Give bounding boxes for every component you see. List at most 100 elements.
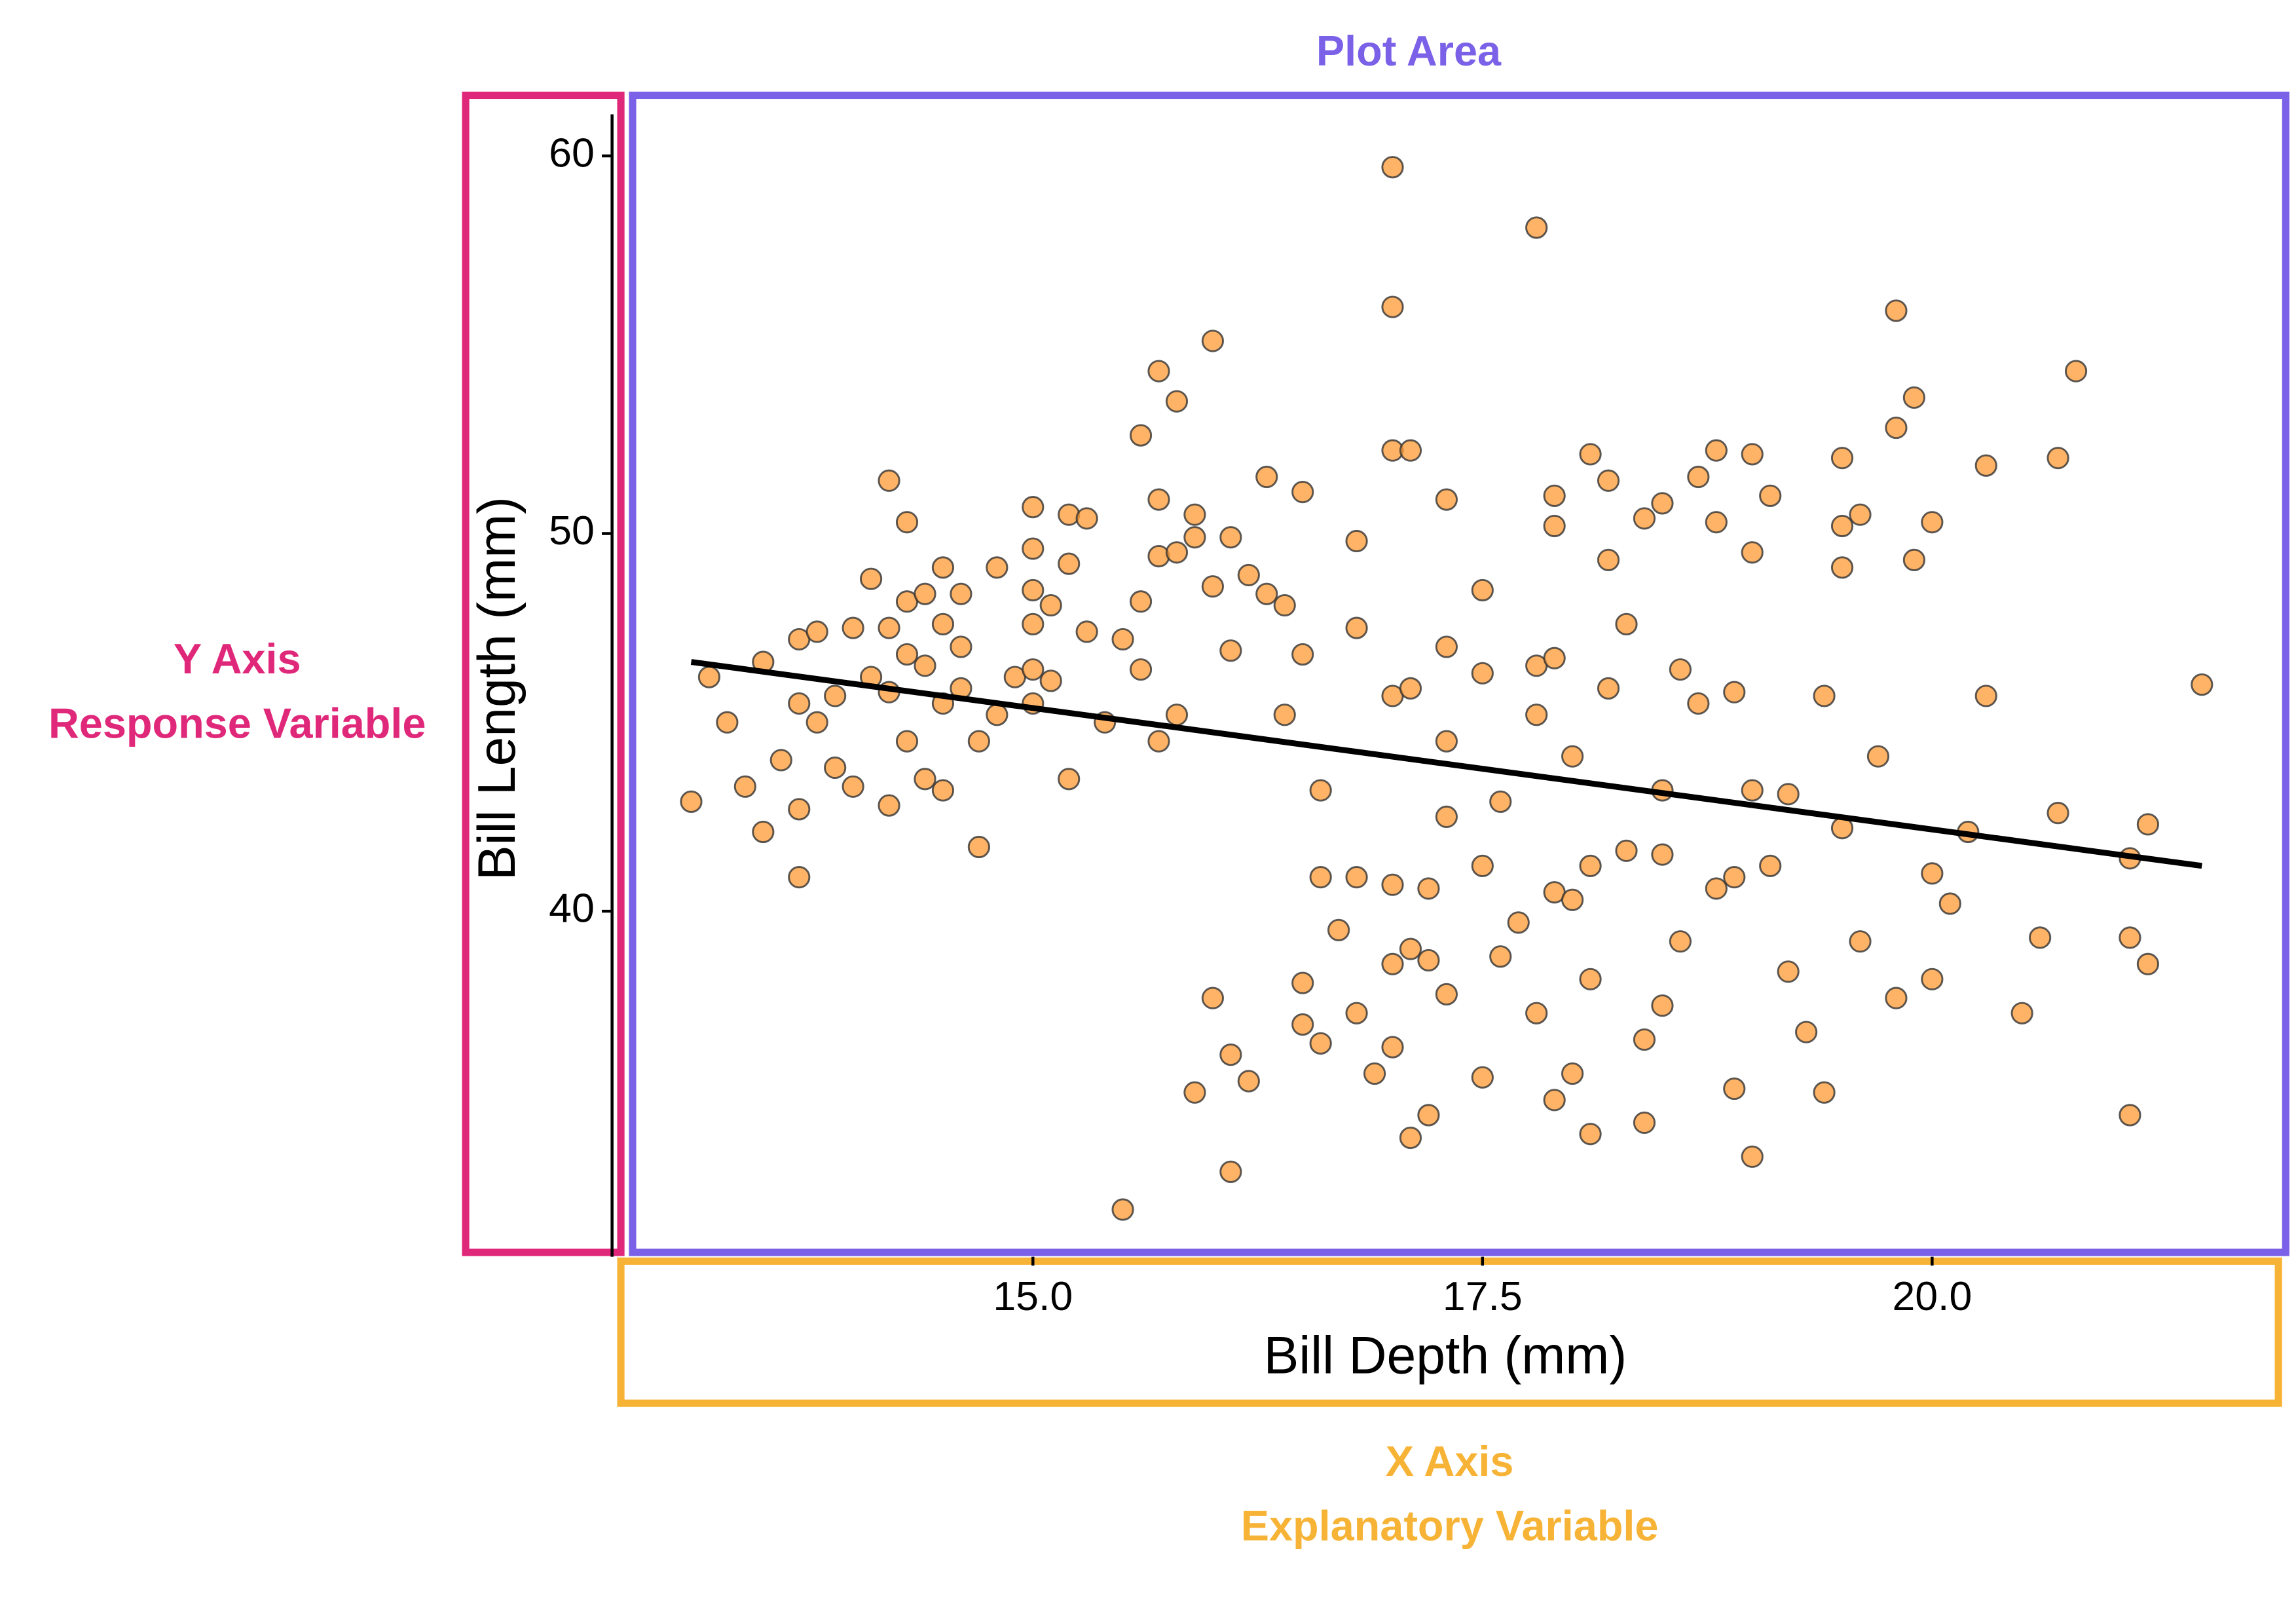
trend-line [690, 659, 2202, 869]
point [1902, 386, 1926, 409]
point [1291, 971, 1314, 994]
point [1345, 866, 1368, 889]
point [1022, 612, 1045, 635]
point [1777, 960, 1800, 983]
point [1759, 484, 1782, 507]
point [1597, 677, 1620, 700]
point [1435, 983, 1458, 1005]
point [1435, 488, 1458, 511]
point [1201, 575, 1224, 598]
point [1543, 1089, 1566, 1112]
point [1435, 730, 1458, 753]
y-tick-label: 40 [549, 886, 595, 931]
point [1165, 704, 1189, 726]
point [895, 643, 919, 666]
point [1255, 582, 1278, 605]
plot-area-label: Plot Area [1316, 27, 1502, 75]
y-tick-label: 60 [549, 130, 595, 176]
point [1022, 496, 1045, 519]
point [1561, 1062, 1584, 1085]
point [931, 556, 955, 579]
point [1669, 930, 1692, 953]
point [1435, 635, 1458, 658]
point [1363, 1062, 1386, 1085]
point [1633, 507, 1656, 530]
point [1830, 514, 1854, 538]
point [1058, 552, 1081, 575]
point [914, 654, 936, 677]
point [1579, 854, 1602, 877]
point [1921, 968, 1944, 990]
point [1417, 1104, 1440, 1127]
point [1255, 465, 1278, 489]
point [1147, 730, 1170, 753]
point [1075, 620, 1098, 643]
point [1327, 918, 1350, 941]
x-axis-role: Explanatory Variable [1241, 1502, 1659, 1550]
point [1417, 949, 1440, 972]
point [842, 616, 864, 639]
y-tick-label: 50 [549, 508, 595, 554]
point [914, 768, 936, 791]
point [788, 866, 811, 889]
point [1885, 986, 1908, 1009]
point [1111, 1198, 1134, 1221]
point [1399, 1126, 1422, 1150]
point [1561, 888, 1584, 911]
point [805, 711, 828, 734]
point [1291, 643, 1314, 666]
point [1507, 911, 1530, 934]
point [1399, 677, 1422, 700]
point [1219, 639, 1242, 662]
point [1543, 484, 1566, 507]
point [1633, 1111, 1656, 1135]
point [824, 685, 847, 707]
point [1651, 492, 1674, 515]
point [1849, 930, 1872, 953]
point [895, 511, 919, 534]
point [2010, 1002, 2033, 1024]
point [1597, 548, 1620, 571]
point [1381, 873, 1404, 896]
point [1543, 647, 1566, 669]
point [1974, 454, 1997, 477]
point [950, 582, 972, 605]
point [1147, 360, 1170, 383]
point [1345, 1002, 1368, 1024]
point [1129, 590, 1153, 613]
point [1813, 1081, 1836, 1104]
point [788, 692, 811, 715]
point [986, 556, 1009, 579]
point [1058, 768, 1081, 791]
point [1921, 862, 1944, 885]
point [1489, 945, 1512, 968]
point [769, 749, 792, 772]
point [824, 756, 847, 780]
point [895, 730, 919, 753]
point [1291, 480, 1314, 504]
point [752, 820, 775, 844]
point [1741, 443, 1764, 466]
point [805, 620, 828, 643]
y-axis-label: Y Axis [174, 635, 301, 683]
y-axis-role: Response Variable [48, 699, 426, 747]
point [1759, 854, 1782, 877]
plot-area-box [629, 91, 2289, 1256]
point [1058, 503, 1081, 526]
point [842, 775, 864, 798]
point [680, 790, 703, 813]
point [1849, 503, 1872, 526]
point [1579, 968, 1602, 990]
point [1525, 704, 1548, 726]
point [1219, 1043, 1242, 1066]
point [1471, 1066, 1494, 1089]
point [1022, 537, 1045, 560]
point [1381, 952, 1404, 975]
y-axis-title: Bill Length (mm) [468, 497, 527, 880]
point [1813, 685, 1836, 707]
point [986, 704, 1009, 726]
point [1147, 544, 1170, 568]
point [878, 469, 900, 492]
